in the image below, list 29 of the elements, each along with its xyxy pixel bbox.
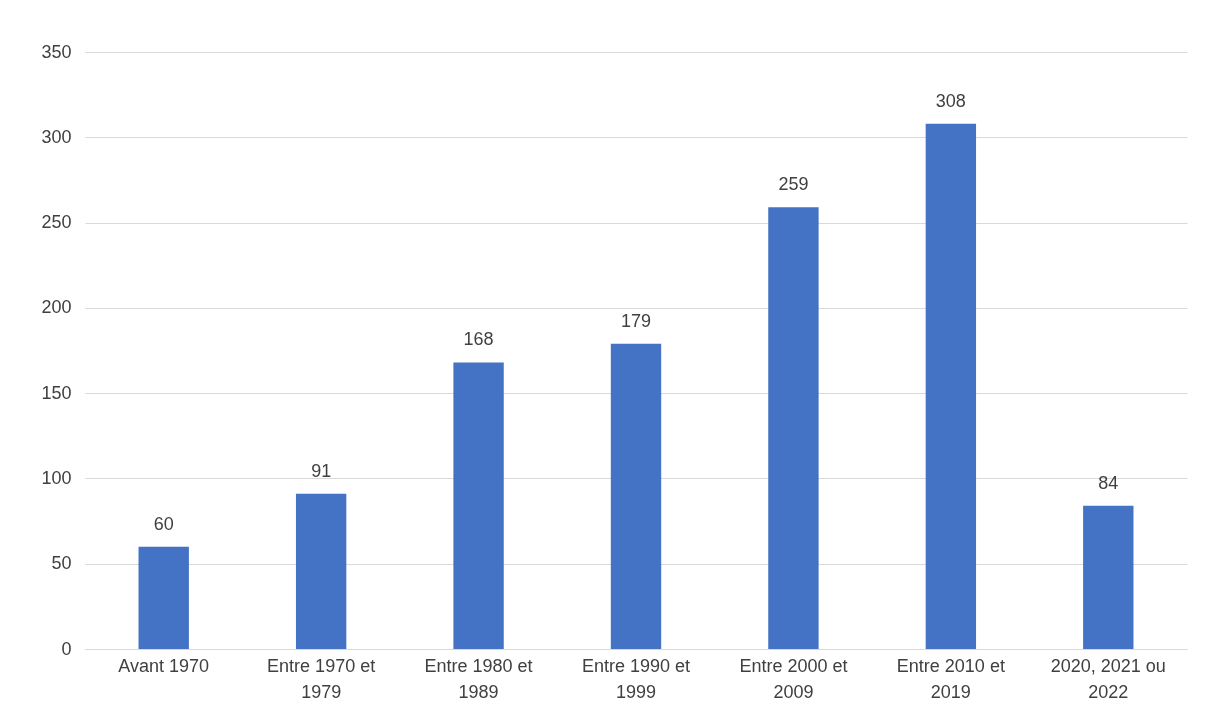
y-tick-label: 300 (41, 126, 72, 147)
y-tick-label: 150 (41, 382, 72, 403)
x-tick-label: Entre 2010 et 2019 (896, 655, 1005, 702)
y-tick-label: 0 (61, 638, 72, 659)
y-tick-label: 350 (41, 41, 72, 62)
data-label: 259 (778, 174, 809, 195)
y-tick-label: 250 (41, 212, 72, 233)
bar (295, 493, 347, 649)
x-tick-label: Entre 1990 et 1999 (581, 655, 691, 702)
x-tick-label: Avant 1970 (118, 655, 210, 676)
x-tick-label: Entre 2000 et 2009 (739, 655, 848, 702)
y-tick-label: 50 (51, 553, 72, 574)
bar (1083, 505, 1134, 649)
x-tick-label: 2020, 2021 ou 2022 (1050, 655, 1166, 702)
data-label: 91 (311, 460, 332, 481)
data-label: 308 (935, 90, 966, 111)
y-tick-label: 100 (41, 467, 72, 488)
x-tick-label: Entre 1980 et 1989 (424, 655, 533, 702)
bar (610, 343, 662, 649)
data-label: 84 (1098, 472, 1119, 493)
data-label: 179 (620, 310, 652, 331)
bar (768, 207, 819, 649)
bar (138, 546, 189, 649)
bar (925, 123, 977, 649)
x-tick-label: Entre 1970 et 1979 (267, 655, 376, 702)
bar (453, 362, 504, 649)
data-label: 168 (463, 329, 494, 350)
y-tick-label: 200 (41, 297, 72, 318)
data-label: 60 (153, 513, 174, 534)
